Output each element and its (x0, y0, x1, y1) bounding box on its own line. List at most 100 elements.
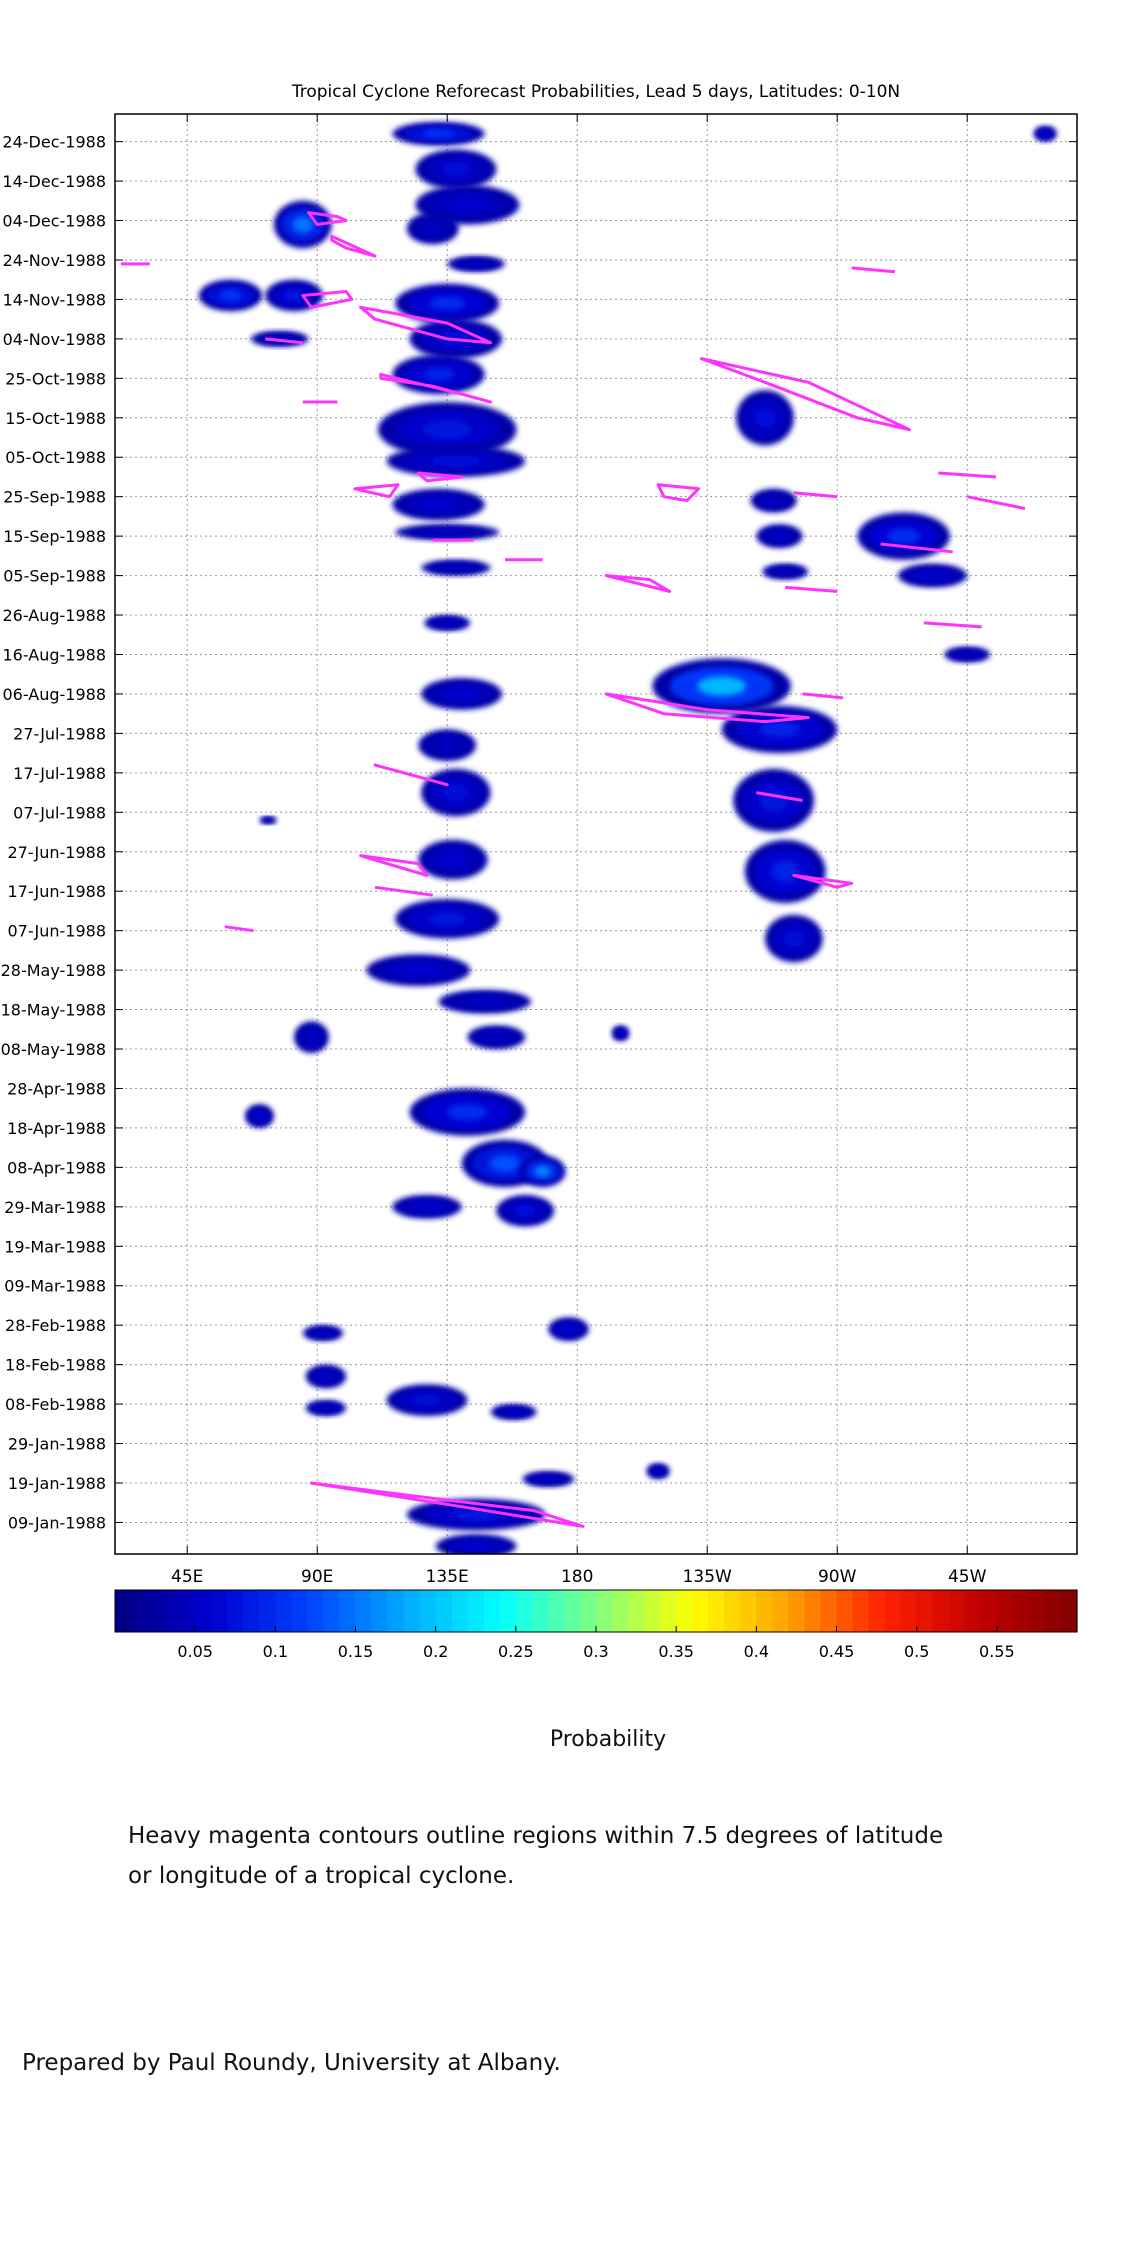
probability-blob-core (754, 408, 776, 428)
y-tick-label: 04-Dec-1988 (2, 212, 106, 231)
cyclone-contour (938, 471, 997, 479)
probability-blob-core (771, 531, 788, 541)
colorbar-tick-label: 0.35 (658, 1642, 694, 1661)
colorbar-cell (804, 1590, 822, 1632)
colorbar: 0.05 0.1 0.15 0.2 0.25 0.3 0.35 0.4 0.45 0.5 0.55 (114, 1589, 1078, 1661)
colorbar-cell (259, 1590, 276, 1632)
colorbar-cell (323, 1590, 341, 1632)
contour-note: Heavy magenta contours outline regions w… (128, 1816, 943, 1896)
probability-blob-core (305, 1031, 318, 1043)
cyclone-contours (120, 211, 1026, 1528)
y-tick-label: 17-Jun-1988 (7, 882, 106, 901)
cyclone-contour (224, 925, 254, 933)
cyclone-contour (756, 791, 803, 802)
probability-blob-core (466, 261, 487, 267)
probability-blob-core (422, 129, 455, 138)
cyclone-contour (359, 305, 493, 345)
y-tick-label: 09-Mar-1988 (4, 1277, 106, 1296)
probability-blob-core (447, 1103, 488, 1121)
probability-blob-core (412, 1394, 442, 1406)
probability-blob-core (887, 527, 920, 545)
cyclone-contour (802, 692, 844, 700)
cyclone-contour (353, 483, 400, 499)
contour-note-line-2: or longitude of a tropical cyclone. (128, 1863, 515, 1889)
cyclone-contour (792, 873, 854, 889)
colorbar-cell (243, 1590, 260, 1632)
colorbar-cell (371, 1590, 389, 1632)
cyclone-contour (880, 542, 953, 554)
probability-blob-core (959, 651, 976, 658)
y-tick-label: 24-Dec-1988 (2, 133, 106, 152)
probability-blob-core (414, 1202, 440, 1211)
probability-field (198, 121, 1057, 1554)
probability-blob-core (443, 564, 469, 571)
colorbar-cell (996, 1590, 1014, 1632)
colorbar-cell (964, 1590, 982, 1632)
colorbar-cell (1060, 1590, 1078, 1632)
plot-background (115, 114, 1077, 1554)
probability-blob-core (440, 852, 466, 867)
y-tick-label: 25-Oct-1988 (5, 369, 106, 388)
colorbar-cell (932, 1590, 950, 1632)
colorbar-cell (211, 1590, 228, 1632)
colorbar-cell (451, 1590, 469, 1632)
colorbar-tick-label: 0.55 (979, 1642, 1015, 1661)
colorbar-cell (163, 1590, 180, 1632)
colorbar-cell (275, 1590, 292, 1632)
cyclone-contour (656, 483, 701, 503)
y-tick-label: 14-Dec-1988 (2, 172, 106, 191)
probability-blob-core (437, 739, 458, 751)
probability-blob-core (617, 1030, 624, 1036)
y-tick-label: 14-Nov-1988 (3, 290, 106, 309)
colorbar-cell (980, 1590, 998, 1632)
credit-line: Prepared by Paul Roundy, University at A… (22, 2050, 561, 2076)
colorbar-cell (596, 1590, 613, 1632)
y-tick-label: 06-Aug-1988 (2, 685, 106, 704)
colorbar-cell (900, 1590, 918, 1632)
probability-blob-core (422, 367, 455, 382)
y-tick-label: 15-Sep-1988 (3, 527, 106, 546)
x-tick-label: 90E (301, 1567, 333, 1587)
colorbar-tick-label: 0.4 (744, 1642, 769, 1661)
cyclone-contour (604, 574, 672, 593)
chart-title: Tropical Cyclone Reforecast Probabilitie… (291, 82, 900, 102)
y-tick-label: 05-Oct-1988 (5, 448, 106, 467)
probability-blob-core (284, 289, 305, 302)
colorbar-tick-label: 0.15 (338, 1642, 374, 1661)
probability-blob-core (439, 620, 456, 626)
probability-blob-core (447, 688, 476, 700)
y-tick-label: 18-Feb-1988 (5, 1356, 106, 1375)
colorbar-cell (868, 1590, 886, 1632)
cyclone-contour (374, 885, 434, 897)
colorbar-cell (435, 1590, 453, 1632)
probability-blob-core (539, 1476, 558, 1482)
probability-blob-core (777, 568, 794, 575)
colorbar-cell (676, 1590, 693, 1632)
colorbar-cell (339, 1590, 357, 1632)
probability-blob-core (654, 1468, 663, 1474)
probability-blob-core (400, 964, 437, 976)
cyclone-contour (265, 337, 303, 345)
plot-frame (114, 113, 1078, 1555)
cyclone-contour (307, 211, 348, 226)
probability-blob-core (920, 571, 945, 580)
probability-blob-core (505, 1409, 522, 1415)
y-tick-label: 08-Apr-1988 (7, 1158, 106, 1177)
colorbar-cell (628, 1590, 645, 1632)
colorbar-cell (740, 1590, 757, 1632)
cyclone-contour (793, 491, 838, 499)
probability-blob-core (449, 197, 486, 212)
y-tick-label: 19-Jan-1988 (8, 1474, 106, 1493)
probability-blob-core (422, 499, 455, 511)
x-tick-label: 180 (561, 1567, 593, 1587)
colorbar-cell (836, 1590, 854, 1632)
y-tick-label: 05-Sep-1988 (3, 567, 106, 586)
x-tick-label: 45E (171, 1567, 203, 1587)
colorbar-tick-label: 0.1 (263, 1642, 288, 1661)
y-tick-label: 18-Apr-1988 (7, 1119, 106, 1138)
colorbar-cell (644, 1590, 661, 1632)
probability-blob-core (429, 529, 466, 535)
y-tick-label: 26-Aug-1988 (2, 606, 106, 625)
cyclone-contour (966, 495, 1026, 510)
probability-blob-core (443, 784, 469, 801)
